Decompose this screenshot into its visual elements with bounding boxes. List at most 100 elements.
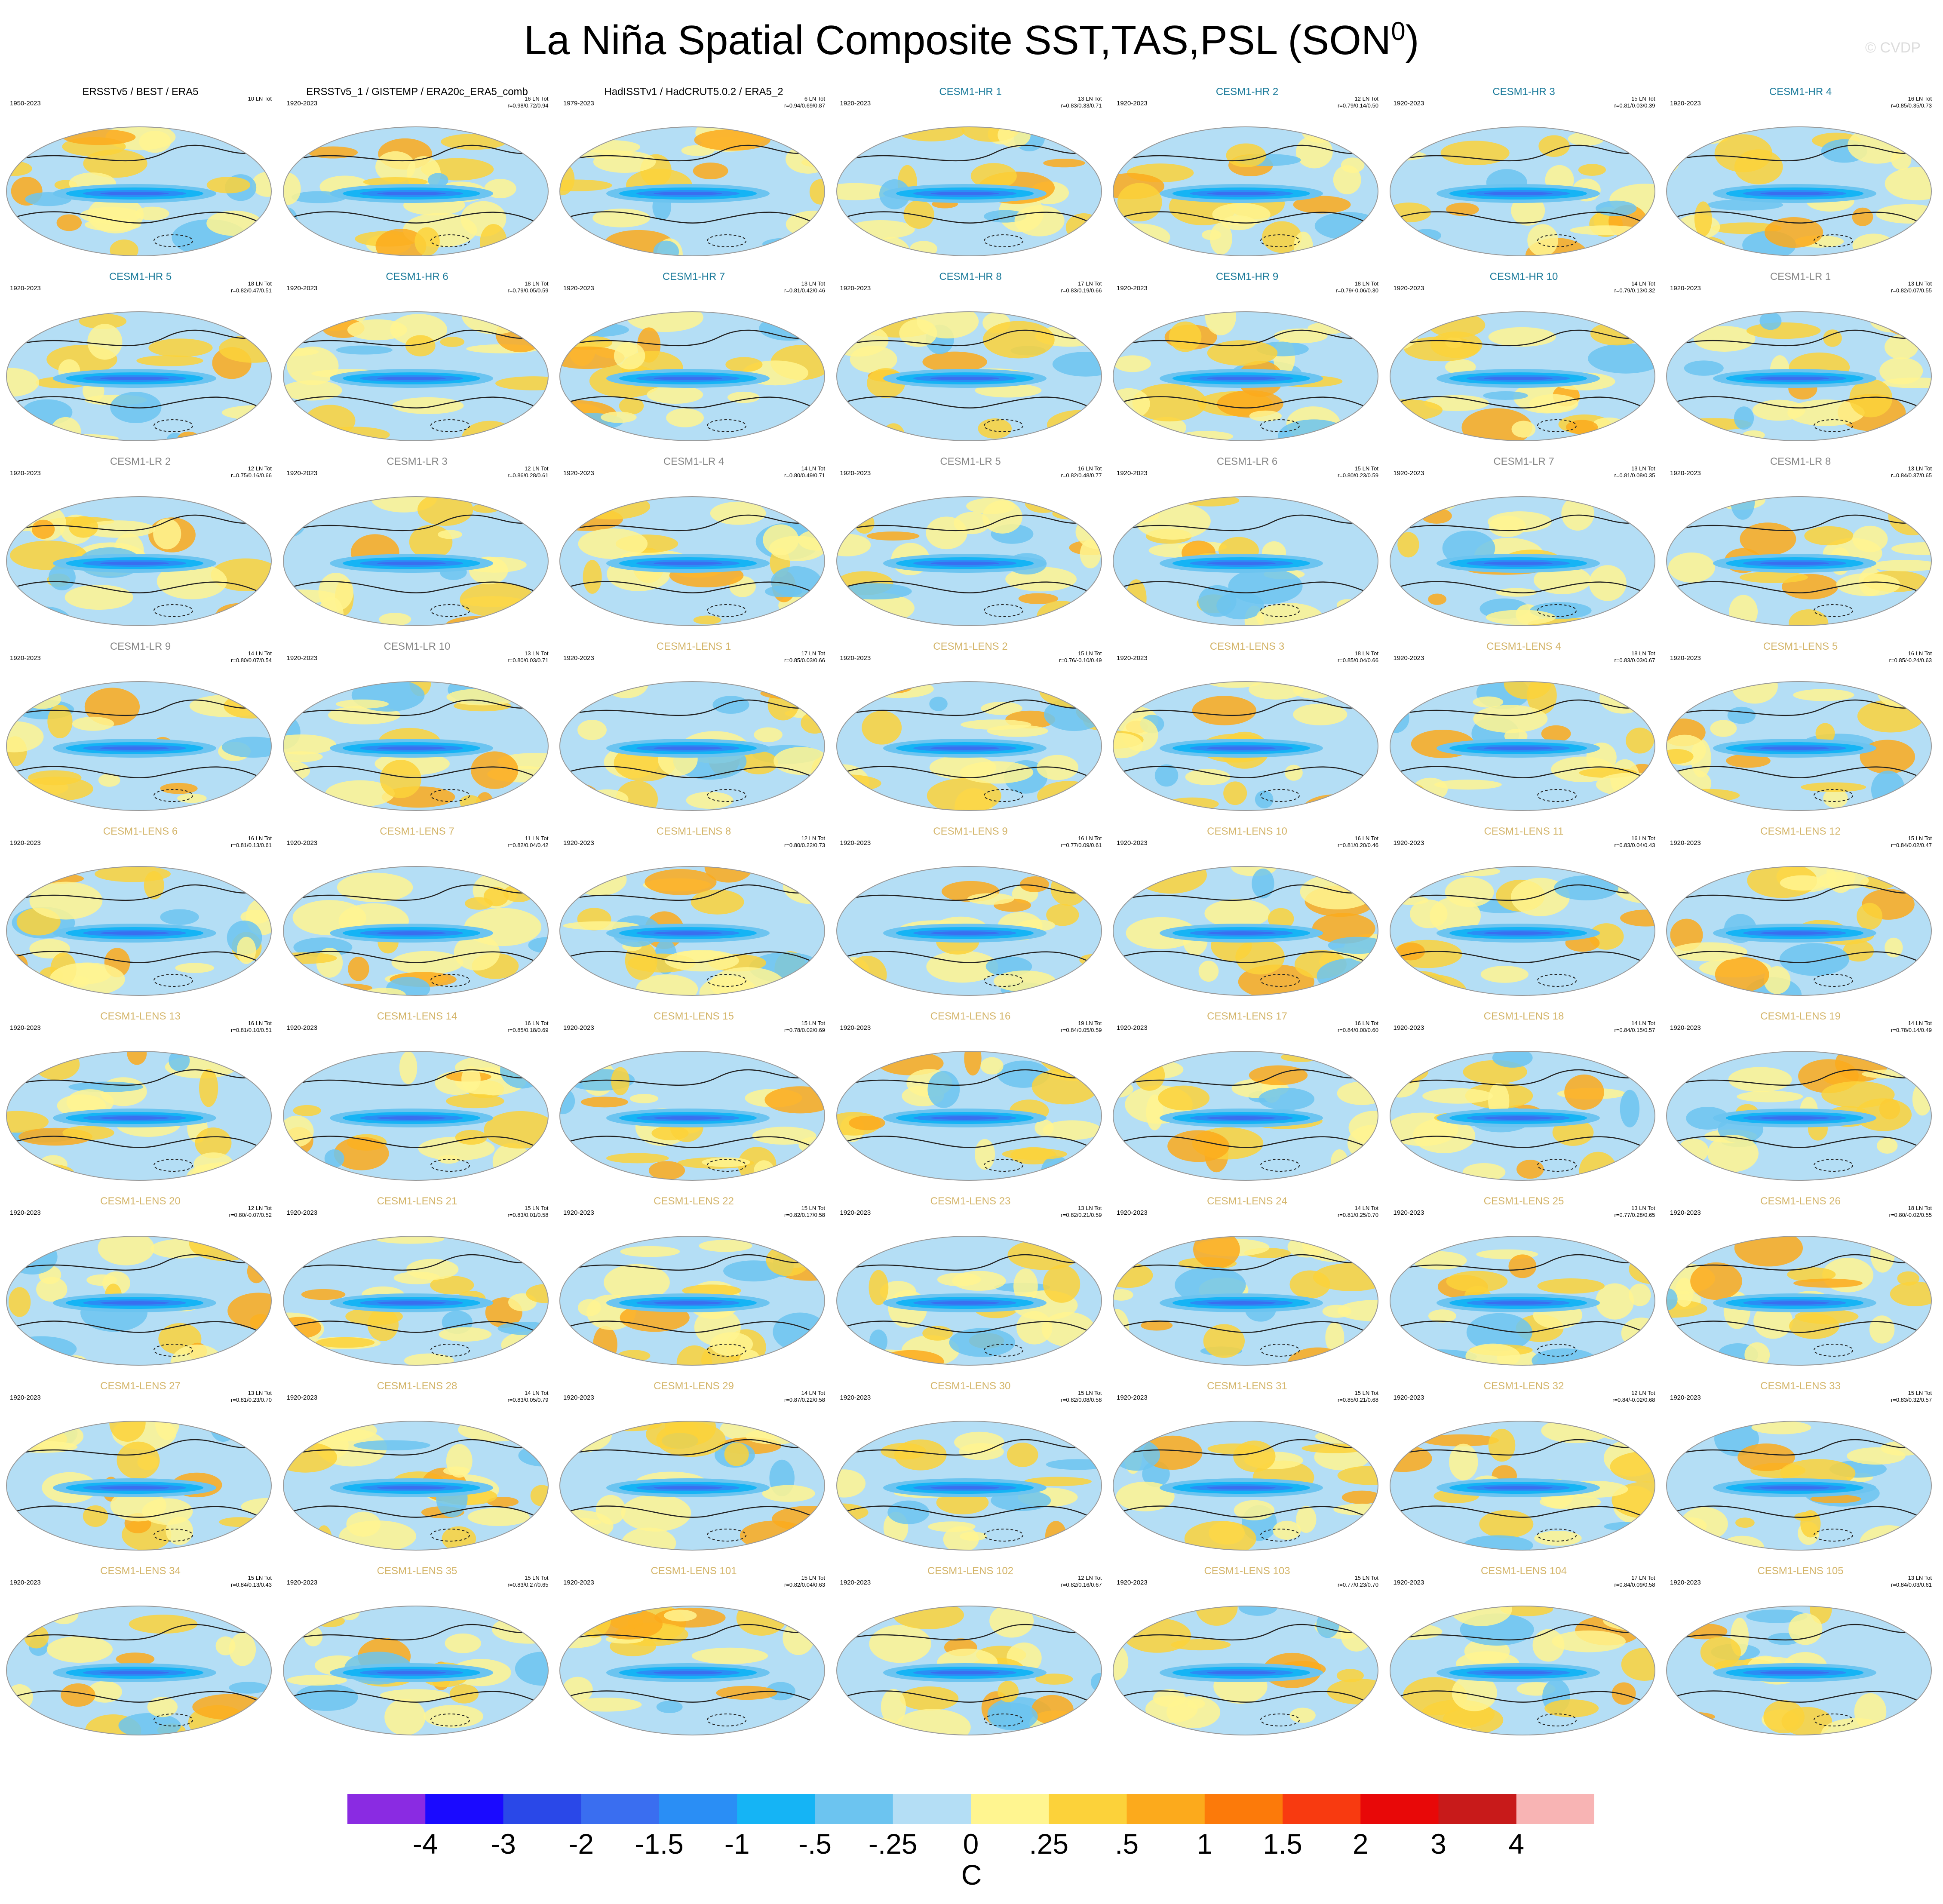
anomaly-patch bbox=[1636, 1248, 1655, 1268]
psl-contour bbox=[1675, 1505, 1928, 1521]
anomaly-patch bbox=[1544, 1699, 1599, 1717]
anomaly-patch bbox=[1561, 497, 1594, 531]
anomaly-patch bbox=[110, 240, 138, 256]
psl-contour bbox=[845, 211, 1098, 227]
panel-title: CESM1-LENS 23 bbox=[930, 1195, 1011, 1207]
colorbar-tick-label: 1 bbox=[1197, 1828, 1213, 1860]
map-panel: CESM1-LR 4 1920-2023 14 LN Tot r=0.80/0.49… bbox=[556, 451, 832, 636]
map-field bbox=[1390, 1421, 1655, 1550]
panel-years: 1920-2023 bbox=[286, 654, 318, 662]
anomaly-patch bbox=[1034, 1119, 1054, 1136]
panel-years: 1920-2023 bbox=[1393, 654, 1424, 662]
panel-stats: 13 LN Tot r=0.81/0.42/0.46 bbox=[784, 280, 825, 294]
anomaly-patch bbox=[769, 535, 825, 561]
anomaly-patch bbox=[1859, 1525, 1918, 1550]
anomaly-patch bbox=[1079, 954, 1102, 966]
map-field bbox=[283, 866, 548, 995]
anomaly-patch bbox=[836, 1236, 869, 1246]
anomaly-patch bbox=[576, 1606, 611, 1638]
anomaly-patch bbox=[446, 688, 519, 706]
map-panel: CESM1-HR 1 1920-2023 13 LN Tot r=0.83/0.33… bbox=[832, 82, 1109, 267]
anomaly-patch bbox=[1541, 725, 1571, 742]
map-field bbox=[1113, 1421, 1378, 1550]
anomaly-patch bbox=[1483, 391, 1528, 400]
anomaly-patch bbox=[693, 615, 721, 625]
map-panel: CESM1-LENS 35 1920-2023 15 LN Tot r=0.83/0… bbox=[279, 1561, 556, 1746]
anomaly-patch bbox=[1793, 689, 1854, 701]
anomaly-patch bbox=[1780, 875, 1826, 891]
colorbar-tick-label: -1.5 bbox=[635, 1828, 684, 1860]
psl-contour bbox=[1394, 144, 1647, 162]
panel-title: CESM1-HR 10 bbox=[1489, 271, 1558, 283]
map-outline bbox=[282, 1051, 549, 1181]
anomaly-patch bbox=[516, 1615, 548, 1632]
anomaly-patch bbox=[157, 563, 227, 599]
equatorial-cold-tongue bbox=[100, 562, 169, 565]
map-outline bbox=[6, 1236, 272, 1366]
panel-stats: 15 LN Tot r=0.83/0.32/0.57 bbox=[1891, 1390, 1932, 1403]
anomaly-patch bbox=[1205, 312, 1236, 335]
anomaly-patch bbox=[1737, 1443, 1795, 1471]
equatorial-cold-tongue bbox=[654, 377, 722, 380]
map-panel: CESM1-LENS 28 1920-2023 14 LN Tot r=0.83/0… bbox=[279, 1376, 556, 1561]
map-outline bbox=[559, 866, 825, 996]
psl-contour bbox=[1670, 1624, 1923, 1641]
map-field bbox=[1113, 127, 1378, 256]
map-panel: CESM1-HR 6 1920-2023 18 LN Tot r=0.79/0.05… bbox=[279, 267, 556, 451]
anomaly-patch bbox=[736, 1606, 787, 1636]
anomaly-patch bbox=[1731, 682, 1778, 704]
anomaly-patch bbox=[50, 417, 81, 441]
panel-title: CESM1-LENS 105 bbox=[1757, 1565, 1844, 1577]
psl-contour-negative bbox=[1260, 1344, 1300, 1357]
panel-years: 1920-2023 bbox=[1670, 1209, 1701, 1216]
psl-contour bbox=[287, 699, 540, 717]
map-panel: CESM1-LENS 22 1920-2023 15 LN Tot r=0.82/0… bbox=[556, 1191, 832, 1376]
anomaly-patch bbox=[286, 1675, 347, 1686]
map-panel: CESM1-LENS 12 1920-2023 15 LN Tot r=0.84/0… bbox=[1662, 821, 1939, 1006]
map-field bbox=[1113, 866, 1378, 995]
panel-stats: 18 LN Tot r=0.79/0.05/0.59 bbox=[507, 280, 549, 294]
anomaly-patch bbox=[459, 795, 481, 810]
psl-contour-negative bbox=[1537, 604, 1577, 617]
panel-stats: 13 LN Tot r=0.81/0.23/0.70 bbox=[230, 1390, 272, 1403]
anomaly-patch bbox=[1042, 1120, 1102, 1140]
psl-contour bbox=[841, 699, 1093, 717]
map-field bbox=[6, 1051, 271, 1180]
anomaly-patch bbox=[967, 893, 1014, 905]
psl-contour bbox=[15, 1321, 267, 1336]
psl-contour bbox=[1121, 396, 1374, 412]
anomaly-patch bbox=[1293, 703, 1348, 725]
map-panel: CESM1-LENS 13 1920-2023 16 LN Tot r=0.81/0… bbox=[2, 1006, 279, 1191]
anomaly-patch bbox=[1670, 1544, 1747, 1550]
map-panel: CESM1-HR 3 1920-2023 15 LN Tot r=0.81/0.03… bbox=[1386, 82, 1662, 267]
anomaly-patch bbox=[1069, 977, 1102, 990]
anomaly-patch bbox=[982, 321, 1055, 359]
anomaly-patch bbox=[1533, 565, 1591, 594]
anomaly-patch bbox=[1492, 1051, 1533, 1068]
map-panel: CESM1-LENS 6 1920-2023 16 LN Tot r=0.81/0.… bbox=[2, 821, 279, 1006]
panel-title: CESM1-LENS 16 bbox=[930, 1010, 1011, 1022]
anomaly-patch bbox=[1052, 352, 1102, 377]
anomaly-patch bbox=[1316, 1612, 1339, 1638]
panel-title: CESM1-LENS 8 bbox=[656, 826, 731, 837]
anomaly-patch bbox=[1249, 410, 1282, 422]
panel-stats: 12 LN Tot r=0.75/0.16/0.66 bbox=[230, 465, 272, 479]
panel-stats: 15 LN Tot r=0.84/0.02/0.47 bbox=[1891, 835, 1932, 848]
anomaly-patch bbox=[1113, 388, 1150, 420]
panel-title: CESM1-LENS 32 bbox=[1483, 1380, 1564, 1392]
anomaly-patch bbox=[1486, 610, 1556, 625]
psl-contour-negative bbox=[1537, 1344, 1577, 1357]
panel-years: 1920-2023 bbox=[286, 100, 318, 107]
panel-years: 1920-2023 bbox=[1117, 100, 1148, 107]
anomaly-patch bbox=[562, 1677, 593, 1702]
anomaly-patch bbox=[1735, 1517, 1755, 1528]
map-field bbox=[6, 127, 271, 256]
psl-contour bbox=[568, 766, 821, 781]
psl-contour bbox=[287, 1624, 540, 1641]
map-outline bbox=[559, 1421, 825, 1551]
anomaly-patch bbox=[1117, 183, 1162, 221]
anomaly-patch bbox=[601, 412, 637, 423]
map-panel: ERSSTv5_1 / GISTEMP / ERA20c_ERA5_comb 19… bbox=[279, 82, 556, 267]
anomaly-patch bbox=[949, 1328, 1015, 1357]
anomaly-patch bbox=[710, 501, 766, 525]
